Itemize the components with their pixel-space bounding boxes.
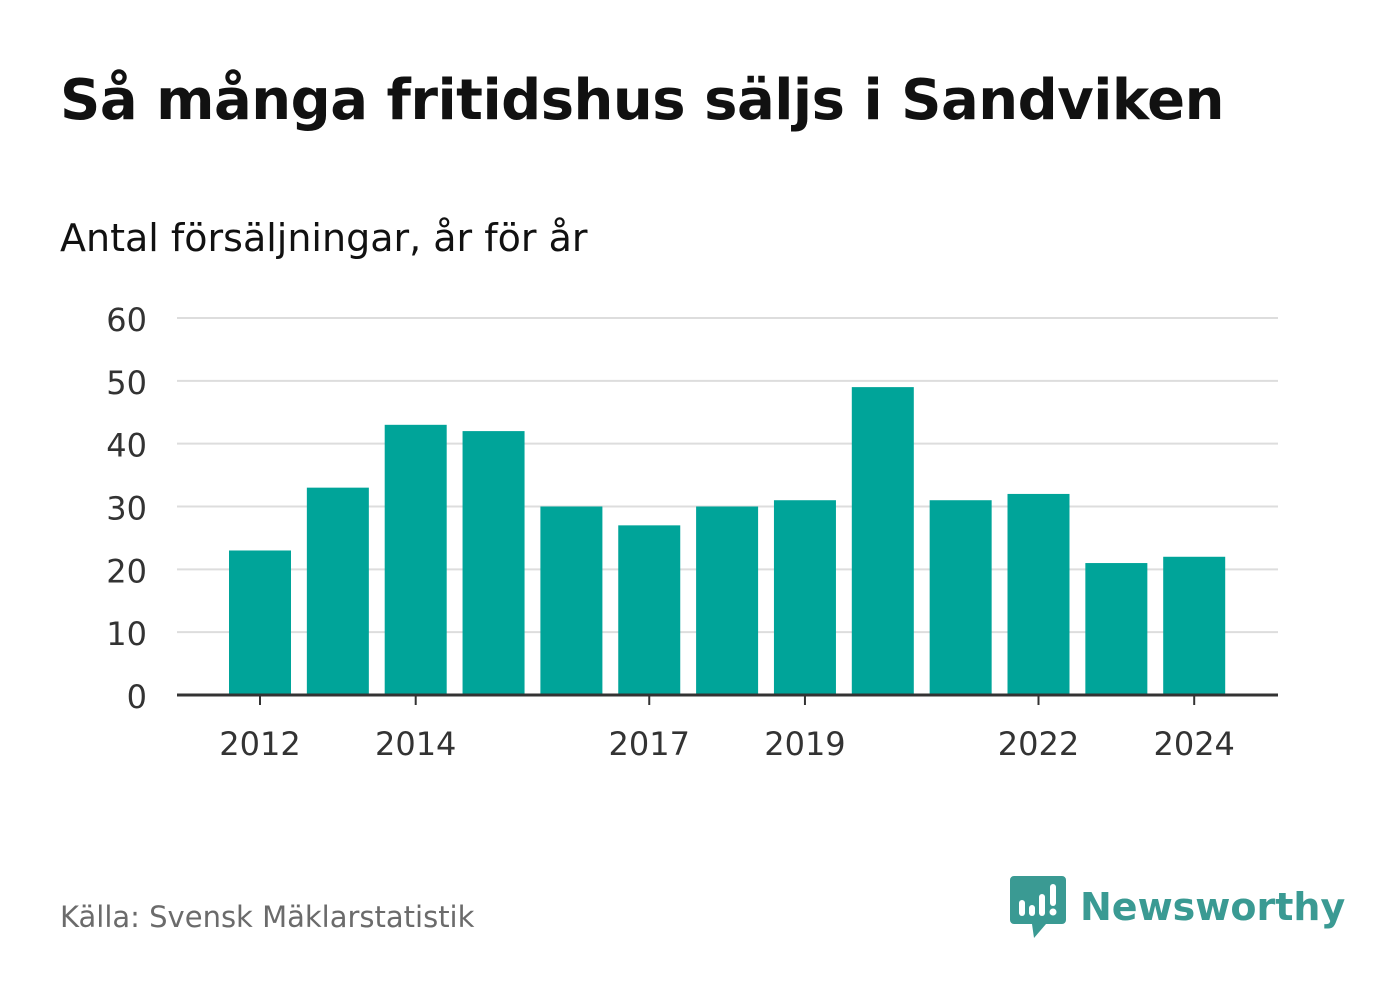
bar-2019 (773, 500, 836, 695)
y-tick-label: 30 (106, 490, 147, 528)
bar-series (229, 387, 1226, 695)
bar-2023 (1085, 563, 1148, 695)
x-axis (177, 693, 1278, 705)
brand-logo[interactable]: Newsworthy (1010, 876, 1345, 938)
y-tick-label: 10 (106, 615, 147, 653)
y-tick-label: 20 (106, 552, 147, 590)
bar-2017 (618, 525, 681, 695)
x-tick-label: 2022 (998, 725, 1079, 763)
brand-name: Newsworthy (1080, 885, 1346, 929)
bar-2024 (1163, 556, 1226, 695)
x-tick-label: 2014 (375, 725, 456, 763)
chart-subtitle: Antal försäljningar, år för år (60, 216, 588, 260)
x-tick-label: 2017 (609, 725, 690, 763)
bar-2015 (462, 431, 525, 695)
chart-title: Så många fritidshus säljs i Sandviken (60, 68, 1225, 133)
y-axis-labels: 0 10 20 30 40 50 60 (106, 301, 147, 716)
x-tick-label: 2019 (764, 725, 845, 763)
x-tick-label: 2024 (1153, 725, 1234, 763)
x-tick-label: 2012 (219, 725, 300, 763)
newsworthy-logo-icon (1010, 876, 1066, 938)
y-tick-label: 0 (127, 678, 147, 716)
bar-2018 (696, 506, 759, 695)
y-tick-label: 50 (106, 364, 147, 402)
x-axis-labels: 2012 2014 2017 2019 2022 2024 (219, 725, 1235, 763)
y-tick-label: 40 (106, 427, 147, 465)
bar-2016 (540, 506, 603, 695)
source-note: Källa: Svensk Mäklarstatistik (60, 900, 475, 934)
bar-2020 (851, 387, 914, 695)
bar-2013 (306, 487, 369, 695)
bar-2012 (229, 550, 291, 695)
bar-2021 (929, 500, 992, 695)
y-tick-label: 60 (106, 301, 147, 339)
bar-2022 (1007, 493, 1070, 695)
bar-2014 (384, 424, 447, 695)
